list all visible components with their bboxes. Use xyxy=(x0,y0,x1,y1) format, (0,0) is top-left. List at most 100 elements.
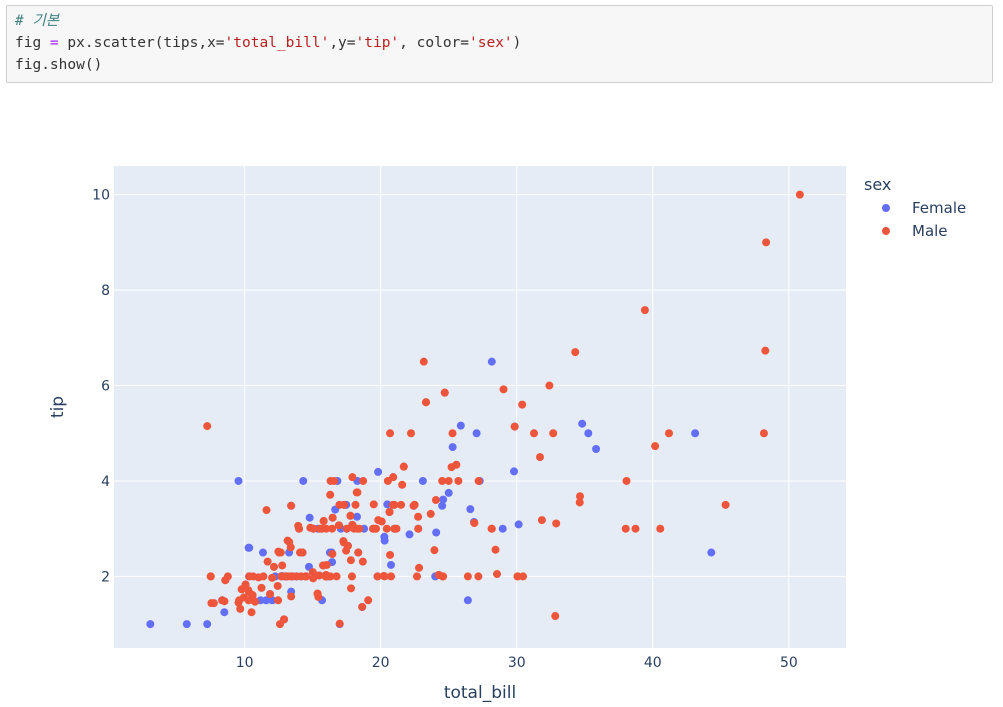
data-point[interactable] xyxy=(351,500,360,509)
data-point[interactable] xyxy=(691,429,700,438)
data-point[interactable] xyxy=(353,512,362,521)
data-point[interactable] xyxy=(398,480,407,489)
data-point[interactable] xyxy=(328,524,337,533)
data-point[interactable] xyxy=(309,524,318,533)
data-point[interactable] xyxy=(440,388,449,397)
legend[interactable]: sex Female Male xyxy=(864,175,966,240)
data-point[interactable] xyxy=(364,596,373,605)
data-point[interactable] xyxy=(470,518,479,527)
data-point[interactable] xyxy=(274,596,283,605)
data-point[interactable] xyxy=(285,538,294,547)
data-point[interactable] xyxy=(463,572,472,581)
data-point[interactable] xyxy=(287,592,296,601)
data-point[interactable] xyxy=(302,572,311,581)
data-point[interactable] xyxy=(414,512,423,521)
data-point[interactable] xyxy=(514,520,523,529)
data-point[interactable] xyxy=(283,572,292,581)
data-point[interactable] xyxy=(339,537,348,546)
data-point[interactable] xyxy=(399,462,408,471)
data-point[interactable] xyxy=(209,599,218,608)
data-point[interactable] xyxy=(263,557,272,566)
data-point[interactable] xyxy=(234,598,243,607)
data-point[interactable] xyxy=(487,357,496,366)
data-point[interactable] xyxy=(313,589,322,598)
data-point[interactable] xyxy=(287,501,296,510)
data-point[interactable] xyxy=(234,476,243,485)
data-point[interactable] xyxy=(549,429,558,438)
data-point[interactable] xyxy=(431,496,440,505)
data-point[interactable] xyxy=(347,572,356,581)
data-point[interactable] xyxy=(456,421,465,430)
data-point[interactable] xyxy=(759,429,768,438)
data-point[interactable] xyxy=(621,524,630,533)
legend-item-male[interactable]: Male xyxy=(882,222,948,240)
data-point[interactable] xyxy=(321,572,330,581)
data-point[interactable] xyxy=(707,548,716,557)
data-point[interactable] xyxy=(419,357,428,366)
data-point[interactable] xyxy=(182,620,191,629)
data-point[interactable] xyxy=(203,620,212,629)
data-point[interactable] xyxy=(474,572,483,581)
data-point[interactable] xyxy=(762,238,771,247)
data-point[interactable] xyxy=(536,453,545,462)
data-point[interactable] xyxy=(510,467,519,476)
data-point[interactable] xyxy=(241,580,250,589)
data-point[interactable] xyxy=(273,581,282,590)
data-point[interactable] xyxy=(493,570,502,579)
data-point[interactable] xyxy=(373,572,382,581)
data-point[interactable] xyxy=(249,596,258,605)
data-point[interactable] xyxy=(397,500,406,509)
data-point[interactable] xyxy=(354,548,363,557)
data-point[interactable] xyxy=(466,505,475,514)
data-point[interactable] xyxy=(498,524,507,533)
data-point[interactable] xyxy=(405,530,414,539)
data-point[interactable] xyxy=(335,619,344,628)
data-point[interactable] xyxy=(332,572,341,581)
data-point[interactable] xyxy=(552,519,561,528)
data-point[interactable] xyxy=(454,476,463,485)
data-point[interactable] xyxy=(386,429,395,438)
data-point[interactable] xyxy=(221,576,230,585)
data-point[interactable] xyxy=(369,500,378,509)
data-point[interactable] xyxy=(439,572,448,581)
data-point[interactable] xyxy=(386,550,395,559)
data-point[interactable] xyxy=(407,429,416,438)
data-point[interactable] xyxy=(545,381,554,390)
data-point[interactable] xyxy=(247,608,256,617)
data-point[interactable] xyxy=(299,476,308,485)
data-point[interactable] xyxy=(350,524,359,533)
data-point[interactable] xyxy=(622,476,631,485)
data-point[interactable] xyxy=(315,524,324,533)
data-point[interactable] xyxy=(380,572,389,581)
data-point[interactable] xyxy=(268,573,277,582)
data-point[interactable] xyxy=(257,583,266,592)
data-point[interactable] xyxy=(448,429,457,438)
data-point[interactable] xyxy=(452,460,461,469)
data-point[interactable] xyxy=(275,548,284,557)
data-point[interactable] xyxy=(326,476,335,485)
data-point[interactable] xyxy=(346,511,355,520)
data-point[interactable] xyxy=(244,543,253,552)
data-point[interactable] xyxy=(413,572,422,581)
data-point[interactable] xyxy=(463,596,472,605)
data-point[interactable] xyxy=(421,398,430,407)
data-point[interactable] xyxy=(245,572,254,581)
data-point[interactable] xyxy=(387,560,396,569)
data-point[interactable] xyxy=(218,596,227,605)
data-point[interactable] xyxy=(795,190,804,199)
data-point[interactable] xyxy=(651,442,660,451)
data-point[interactable] xyxy=(487,524,496,533)
data-point[interactable] xyxy=(499,385,508,394)
data-point[interactable] xyxy=(346,556,355,565)
data-point[interactable] xyxy=(575,498,584,507)
data-point[interactable] xyxy=(347,584,356,593)
data-point[interactable] xyxy=(576,492,585,501)
data-point[interactable] xyxy=(359,476,368,485)
data-point[interactable] xyxy=(259,572,268,581)
data-point[interactable] xyxy=(374,516,383,525)
data-point[interactable] xyxy=(578,419,587,428)
code-cell[interactable]: # 기본 fig = px.scatter(tips,x='total_bill… xyxy=(6,5,993,83)
data-point[interactable] xyxy=(438,501,447,510)
data-point[interactable] xyxy=(472,429,481,438)
data-point[interactable] xyxy=(298,548,307,557)
